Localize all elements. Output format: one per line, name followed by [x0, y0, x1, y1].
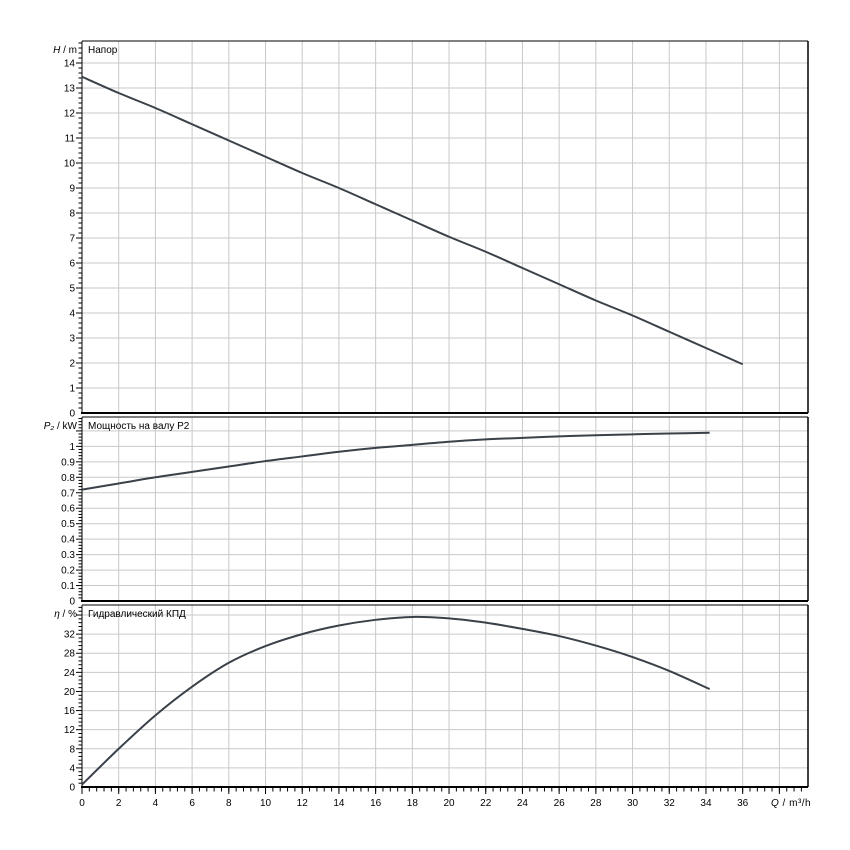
y-tick-label: 0.6 [61, 504, 75, 515]
y-tick-label: 0.4 [61, 535, 75, 546]
y-tick-label: 32 [64, 630, 76, 641]
y-tick-label: 16 [64, 706, 76, 717]
y-tick-label: 2 [69, 359, 75, 370]
x-axis-unit-label: Q / m³/h [771, 798, 811, 809]
x-tick-label: 28 [590, 798, 602, 809]
chart-title: Мощность на валу P2 [88, 421, 190, 432]
curve-0 [81, 75, 744, 366]
y-tick-label: 11 [65, 134, 76, 145]
x-tick-label: 4 [153, 798, 159, 809]
y-tick-label: 8 [69, 209, 75, 220]
y-tick-label: 6 [69, 259, 75, 270]
x-tick-label: 22 [480, 798, 492, 809]
chart-title: Гидравлический КПД [88, 609, 186, 620]
y-tick-label: 24 [64, 668, 76, 679]
y-tick-label: 1 [69, 384, 75, 395]
x-tick-label: 8 [226, 798, 232, 809]
y-tick-label: 0.9 [61, 457, 75, 468]
y-tick-label: 9 [69, 184, 75, 195]
y-tick-label: 10 [64, 159, 76, 170]
y-tick-label: 14 [64, 59, 76, 70]
x-tick-label: 16 [370, 798, 382, 809]
y-tick-label: 8 [69, 744, 75, 755]
y-tick-label: 28 [64, 649, 76, 660]
y-tick-label: 0.5 [61, 519, 75, 530]
y-axis-unit-label: H / m [53, 45, 77, 56]
y-tick-label: 0.3 [61, 550, 75, 561]
y-tick-label: 4 [69, 763, 75, 774]
y-tick-label: 20 [64, 687, 76, 698]
y-tick-label: 4 [69, 309, 75, 320]
y-tick-label: 0 [69, 409, 75, 420]
y-axis-unit-label: η / % [54, 609, 77, 620]
x-tick-label: 26 [554, 798, 566, 809]
x-tick-label: 34 [700, 798, 712, 809]
y-tick-label: 12 [64, 109, 76, 120]
x-tick-label: 30 [627, 798, 639, 809]
y-tick-label: 0.2 [61, 566, 75, 577]
x-tick-label: 14 [333, 798, 345, 809]
y-tick-label: 5 [69, 284, 75, 295]
x-tick-label: 12 [297, 798, 309, 809]
curve-1 [81, 431, 710, 491]
y-tick-label: 7 [69, 234, 75, 245]
y-axis-unit-label: P₂ / kW [44, 421, 78, 432]
chart-title: Напор [88, 45, 118, 56]
x-tick-label: 32 [664, 798, 676, 809]
x-tick-label: 0 [79, 798, 85, 809]
x-tick-label: 18 [407, 798, 419, 809]
y-tick-label: 0.7 [61, 488, 75, 499]
x-tick-label: 6 [189, 798, 195, 809]
x-tick-label: 10 [260, 798, 272, 809]
x-tick-label: 20 [443, 798, 455, 809]
x-tick-label: 24 [517, 798, 529, 809]
x-tick-label: 2 [116, 798, 122, 809]
y-tick-label: 1 [69, 442, 75, 453]
y-tick-label: 12 [64, 725, 76, 736]
x-tick-label: 36 [737, 798, 749, 809]
y-tick-label: 0.8 [61, 473, 75, 484]
y-tick-label: 3 [69, 334, 75, 345]
y-tick-label: 0.1 [61, 581, 75, 592]
y-tick-label: 0 [69, 783, 75, 794]
curve-2 [81, 615, 711, 786]
y-tick-label: 0 [69, 597, 75, 608]
y-tick-label: 13 [64, 84, 76, 95]
